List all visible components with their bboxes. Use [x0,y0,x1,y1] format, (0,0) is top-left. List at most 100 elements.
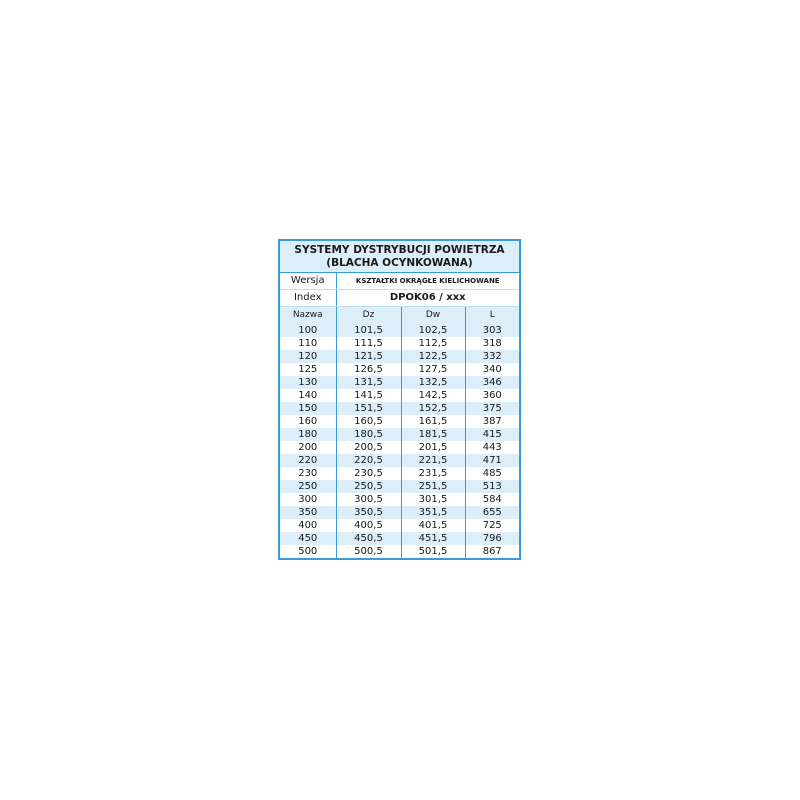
cell-nazwa: 400 [298,520,318,531]
cell-dz: 126,5 [335,363,401,376]
cell-dw: 231,5 [400,467,465,480]
index-value: DPOK06 / xxx [335,289,519,307]
cell-nazwa: 110 [298,338,318,349]
cell-dw: 127,5 [400,363,465,376]
cell-nazwa: 300 [298,494,318,505]
table-row: 180 180,5 181,5 415 [280,428,519,441]
table-row: 220 220,5 221,5 471 [280,454,519,467]
table-row: 230 230,5 231,5 485 [280,467,519,480]
cell-dz: 230,5 [335,467,401,480]
table-row: 200 200,5 201,5 443 [280,441,519,454]
table-title: SYSTEMY DYSTRYBUCJI POWIETRZA (BLACHA OCY… [280,241,519,273]
cell-l: 415 [464,428,519,441]
cell-dz: 151,5 [335,402,401,415]
cell-l: 375 [464,402,519,415]
cell-dw: 122,5 [400,350,465,363]
cell-dz: 220,5 [335,454,401,467]
cell-dw: 301,5 [400,493,465,506]
cell-l: 318 [464,337,519,350]
cell-nazwa: 200 [298,442,318,453]
column-header-nazwa: Nazwa [280,306,336,324]
column-header-dw: Dw [400,306,465,324]
cell-dz: 350,5 [335,506,401,519]
cell-nazwa: 250 [280,480,336,493]
cell-nazwa: 500 [298,546,318,557]
cell-nazwa: 130 [280,376,336,389]
cell-l: 513 [464,480,519,493]
cell-dw: 181,5 [400,428,465,441]
cell-l: 485 [464,467,519,480]
table-row: 350 350,5 351,5 655 [280,506,519,519]
cell-dz: 180,5 [335,428,401,441]
cell-l: 360 [464,389,519,402]
cell-dw: 102,5 [400,324,465,337]
cell-l: 332 [464,350,519,363]
cell-l: 584 [464,493,519,506]
cell-l: 303 [464,324,519,337]
table-row: 300 300,5 301,5 584 [280,493,519,506]
cell-nazwa: 125 [298,364,318,375]
wersja-label: Wersja [280,272,336,290]
column-header-dz: Dz [335,306,401,324]
table-row: 120 121,5 122,5 332 [280,350,519,363]
cell-dz: 141,5 [335,389,401,402]
cell-dz: 450,5 [335,532,401,545]
index-label: Index [280,289,336,307]
product-spec-table: SYSTEMY DYSTRYBUCJI POWIETRZA (BLACHA OCY… [278,239,521,560]
table-row: 160 160,5 161,5 387 [280,415,519,428]
table-row: 125 126,5 127,5 340 [280,363,519,376]
cell-l: 340 [464,363,519,376]
cell-dz: 300,5 [335,493,401,506]
cell-dw: 451,5 [400,532,465,545]
cell-nazwa: 150 [280,402,336,415]
cell-dz: 250,5 [335,480,401,493]
cell-nazwa: 140 [298,390,318,401]
cell-nazwa: 220 [280,454,336,467]
table-row: 450 450,5 451,5 796 [280,532,519,545]
cell-dz: 101,5 [335,324,401,337]
cell-dz: 200,5 [335,441,401,454]
cell-dw: 351,5 [400,506,465,519]
cell-nazwa: 180 [280,428,336,441]
table-row: 150 151,5 152,5 375 [280,402,519,415]
table-row: 140 141,5 142,5 360 [280,389,519,402]
cell-l: 725 [464,519,519,532]
cell-dz: 500,5 [335,545,401,558]
cell-dz: 160,5 [335,415,401,428]
wersja-value: KSZTAŁTKI OKRĄGŁE KIELICHOWANE [335,272,519,290]
title-line-2: (BLACHA OCYNKOWANA) [326,256,473,269]
cell-dw: 112,5 [400,337,465,350]
cell-dw: 152,5 [400,402,465,415]
cell-dw: 142,5 [400,389,465,402]
cell-dw: 251,5 [400,480,465,493]
table-row: 400 400,5 401,5 725 [280,519,519,532]
cell-l: 867 [464,545,519,558]
cell-dz: 131,5 [335,376,401,389]
cell-dw: 161,5 [400,415,465,428]
cell-nazwa: 120 [280,350,336,363]
cell-dw: 201,5 [400,441,465,454]
cell-l: 471 [464,454,519,467]
cell-dw: 221,5 [400,454,465,467]
cell-l: 346 [464,376,519,389]
table-row: 100 101,5 102,5 303 [280,324,519,337]
table-row: 250 250,5 251,5 513 [280,480,519,493]
column-header-row: Nazwa Dz Dw L [280,306,519,324]
cell-dw: 501,5 [400,545,465,558]
table-row: 110 111,5 112,5 318 [280,337,519,350]
cell-nazwa: 350 [280,506,336,519]
title-line-1: SYSTEMY DYSTRYBUCJI POWIETRZA [294,243,505,256]
cell-l: 443 [464,441,519,454]
cell-nazwa: 100 [280,324,336,337]
cell-dz: 111,5 [335,337,401,350]
cell-nazwa: 450 [280,532,336,545]
cell-l: 655 [464,506,519,519]
cell-nazwa: 230 [298,468,318,479]
cell-nazwa: 160 [298,416,318,427]
cell-dw: 401,5 [400,519,465,532]
cell-dz: 121,5 [335,350,401,363]
cell-dz: 400,5 [335,519,401,532]
cell-l: 387 [464,415,519,428]
cell-dw: 132,5 [400,376,465,389]
table-row: 130 131,5 132,5 346 [280,376,519,389]
